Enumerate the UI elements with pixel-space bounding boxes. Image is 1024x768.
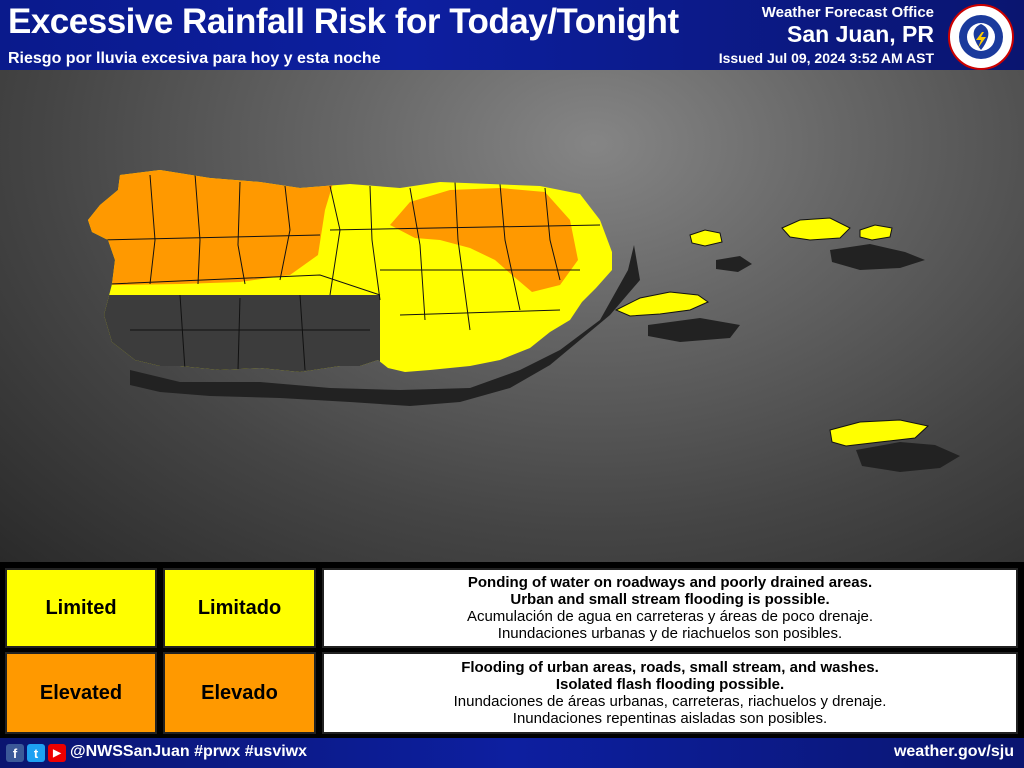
puerto-rico-island (88, 170, 612, 372)
elevated-desc-es-2: Inundaciones repentinas aisladas son pos… (512, 710, 828, 727)
nws-logo-icon (948, 4, 1014, 70)
page-subtitle: Riesgo por lluvia excesiva para hoy y es… (8, 50, 381, 67)
legend-limited-description: Ponding of water on roadways and poorly … (322, 568, 1018, 648)
legend-limited-en: Limited (5, 568, 157, 648)
youtube-icon[interactable]: ▶ (48, 744, 66, 762)
risk-legend: Limited Limitado Ponding of water on roa… (0, 562, 1024, 738)
elevated-desc-en-2: Isolated flash flooding possible. (555, 676, 785, 693)
limited-desc-es-2: Inundaciones urbanas y de riachuelos son… (497, 625, 843, 642)
social-links: f t ▶ (6, 744, 66, 762)
header-banner: Excessive Rainfall Risk for Today/Tonigh… (0, 0, 1024, 72)
legend-elevated-en: Elevated (5, 652, 157, 734)
limited-desc-en-2: Urban and small stream flooding is possi… (510, 591, 830, 608)
footer-bar: f t ▶ @NWSSanJuan #prwx #usviwx weather.… (0, 738, 1024, 768)
page-title: Excessive Rainfall Risk for Today/Tonigh… (8, 2, 679, 41)
virgin-islands (614, 217, 930, 447)
twitter-icon[interactable]: t (27, 744, 45, 762)
limited-desc-en-1: Ponding of water on roadways and poorly … (467, 574, 873, 591)
elevated-desc-en-1: Flooding of urban areas, roads, small st… (461, 659, 879, 676)
legend-elevated-es: Elevado (163, 652, 316, 734)
office-label: Weather Forecast Office (761, 4, 934, 21)
risk-map (0, 70, 1024, 562)
legend-elevated-description: Flooding of urban areas, roads, small st… (322, 652, 1018, 734)
issued-timestamp: Issued Jul 09, 2024 3:52 AM AST (718, 50, 934, 66)
legend-limited-es: Limitado (163, 568, 316, 648)
elevated-desc-es-1: Inundaciones de áreas urbanas, carretera… (453, 693, 887, 710)
office-city: San Juan, PR (787, 21, 934, 47)
limited-desc-es-1: Acumulación de agua en carreteras y área… (466, 608, 874, 625)
facebook-icon[interactable]: f (6, 744, 24, 762)
website-link[interactable]: weather.gov/sju (893, 743, 1014, 760)
social-handle[interactable]: @NWSSanJuan #prwx #usviwx (70, 743, 308, 760)
island-shadows (130, 244, 960, 472)
